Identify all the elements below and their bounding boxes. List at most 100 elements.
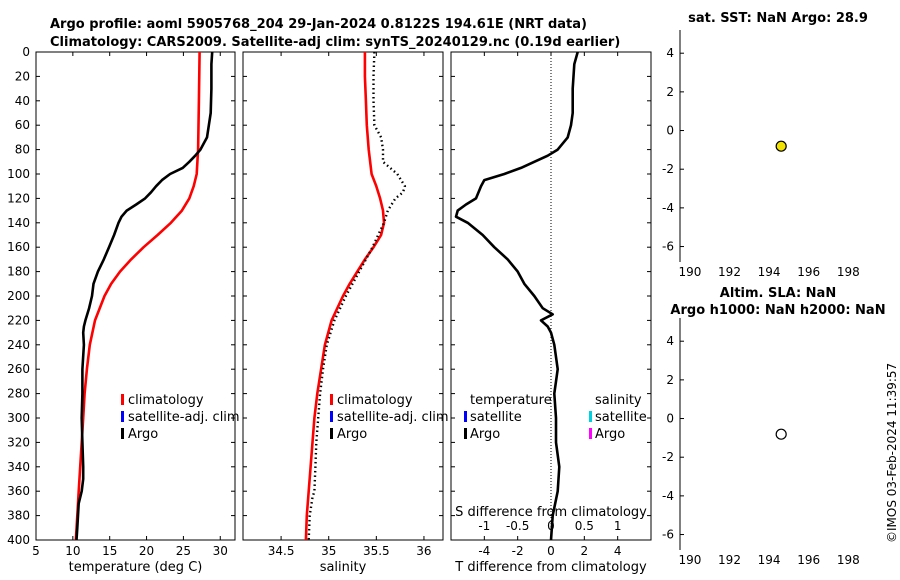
- difference-s-xtick-label: -1: [478, 519, 490, 533]
- difference-t-xlabel: T difference from climatology: [454, 560, 647, 575]
- difference-t-xtick-label: 4: [614, 544, 622, 558]
- temperature-xtick-label: 30: [213, 544, 228, 558]
- sst-argo-point: [775, 140, 787, 152]
- difference-s-xtick-label: 0.5: [575, 519, 594, 533]
- sst-xtick-label: 198: [837, 265, 860, 279]
- difference-s-xlabel: S difference from climatology: [455, 505, 647, 520]
- difference-legend-s-argo-swatch: [589, 428, 592, 439]
- sla-ytick-label: -4: [662, 489, 674, 503]
- sla-ytick-label: -2: [662, 450, 674, 464]
- difference-legend-s-label: satellite: [595, 410, 647, 425]
- sst-ytick-label: 0: [666, 124, 674, 138]
- difference-legend-s-satellite-swatch: [589, 411, 592, 422]
- sst-xtick-label: 196: [797, 265, 820, 279]
- sla-xtick-label: 194: [758, 553, 781, 567]
- salinity-climatology-line: [304, 52, 386, 541]
- sst-xtick-label: 190: [678, 265, 701, 279]
- temperature-climatology-line: [74, 51, 201, 541]
- temperature-xtick-label: 25: [176, 544, 191, 558]
- salinity-xtick-label: 36: [416, 544, 431, 558]
- difference-legend-s-label: Argo: [595, 427, 625, 442]
- temperature-argo-line: [75, 51, 214, 541]
- depth-ytick-label: 400: [7, 533, 30, 547]
- temperature-xtick-label: 20: [139, 544, 154, 558]
- sla-xtick-label: 196: [797, 553, 820, 567]
- salinity-legend-label: climatology: [337, 393, 413, 408]
- sst-xtick-label: 192: [718, 265, 741, 279]
- difference-t-xtick-label: -2: [512, 544, 524, 558]
- sla-xtick-label: 190: [678, 553, 701, 567]
- salinity-xlabel: salinity: [320, 560, 367, 575]
- salinity-xtick-label: 34.5: [268, 544, 295, 558]
- depth-ytick-label: 200: [7, 289, 30, 303]
- depth-ytick-label: 320: [7, 435, 30, 449]
- difference-s-xtick-label: 1: [614, 519, 622, 533]
- depth-ytick-label: 100: [7, 167, 30, 181]
- depth-ytick-label: 260: [7, 362, 30, 376]
- temperature-legend-climatology-swatch: [121, 394, 124, 405]
- sst-ytick-label: -2: [662, 162, 674, 176]
- sla-argo-point: [775, 428, 787, 440]
- difference-t-xtick-label: 0: [547, 544, 555, 558]
- temperature-legend-argo-swatch: [121, 428, 124, 439]
- difference-legend-t-label: Argo: [470, 427, 500, 442]
- imos-watermark: ©IMOS 03-Feb-2024 11:39:57: [885, 363, 899, 543]
- depth-ytick-label: 180: [7, 265, 30, 279]
- sla-ytick-label: -6: [662, 528, 674, 542]
- difference-t-xtick-label: 2: [581, 544, 589, 558]
- depth-ytick-label: 140: [7, 216, 30, 230]
- salinity-legend-climatology-swatch: [330, 394, 333, 405]
- depth-ytick-label: 0: [22, 45, 30, 59]
- temperature-legend-label: satellite-adj. clim: [128, 410, 240, 425]
- difference-legend-temperature-heading: temperature: [470, 393, 552, 408]
- depth-ytick-label: 340: [7, 460, 30, 474]
- sst-xtick-label: 194: [758, 265, 781, 279]
- temperature-plot-frame: [35, 51, 236, 541]
- temperature-xtick-label: 15: [102, 544, 117, 558]
- difference-legend-t-label: satellite: [470, 410, 522, 425]
- difference-t-xtick-label: -4: [478, 544, 490, 558]
- sst-ytick-label: 4: [666, 46, 674, 60]
- sla-title-line-1: Altim. SLA: NaN: [720, 286, 836, 301]
- depth-ytick-label: 300: [7, 411, 30, 425]
- temperature-legend-label: Argo: [128, 427, 158, 442]
- difference-legend-salinity-heading: salinity: [595, 393, 642, 408]
- sla-xtick-label: 198: [837, 553, 860, 567]
- salinity-legend-label: satellite-adj. clim: [337, 410, 449, 425]
- depth-ytick-label: 40: [15, 94, 30, 108]
- depth-ytick-label: 120: [7, 191, 30, 205]
- header-line-1: Argo profile: aoml 5905768_204 29-Jan-20…: [50, 17, 587, 32]
- difference-s-xtick-label: -0.5: [506, 519, 529, 533]
- difference-t-argo-line: [454, 51, 579, 541]
- salinity-legend-satellite-swatch: [330, 411, 333, 422]
- temperature-xtick-label: 10: [65, 544, 80, 558]
- salinity-xtick-label: 35.5: [363, 544, 390, 558]
- header-line-2: Climatology: CARS2009. Satellite-adj cli…: [50, 35, 620, 50]
- depth-ytick-label: 380: [7, 509, 30, 523]
- sst-ytick-label: -4: [662, 201, 674, 215]
- depth-ytick-label: 360: [7, 484, 30, 498]
- depth-ytick-label: 20: [15, 69, 30, 83]
- sla-ytick-label: 0: [666, 412, 674, 426]
- sla-xtick-label: 192: [718, 553, 741, 567]
- depth-ytick-label: 220: [7, 313, 30, 327]
- temperature-xlabel: temperature (deg C): [69, 560, 203, 575]
- salinity-legend-argo-swatch: [330, 428, 333, 439]
- depth-ytick-label: 280: [7, 387, 30, 401]
- difference-legend-t-satellite-swatch: [464, 411, 467, 422]
- salinity-xtick-label: 35: [321, 544, 336, 558]
- salinity-legend-label: Argo: [337, 427, 367, 442]
- temperature-legend-label: climatology: [128, 393, 204, 408]
- sst-title: sat. SST: NaN Argo: 28.9: [688, 11, 868, 26]
- depth-ytick-label: 160: [7, 240, 30, 254]
- sla-ytick-label: 4: [666, 334, 674, 348]
- sla-title-line-2: Argo h1000: NaN h2000: NaN: [670, 303, 885, 318]
- depth-ytick-label: 240: [7, 338, 30, 352]
- sst-ytick-label: -6: [662, 240, 674, 254]
- salinity-argo-line: [307, 51, 407, 541]
- sla-ytick-label: 2: [666, 373, 674, 387]
- temperature-legend-satellite-swatch: [121, 411, 124, 422]
- depth-ytick-label: 80: [15, 143, 30, 157]
- depth-ytick-label: 60: [15, 118, 30, 132]
